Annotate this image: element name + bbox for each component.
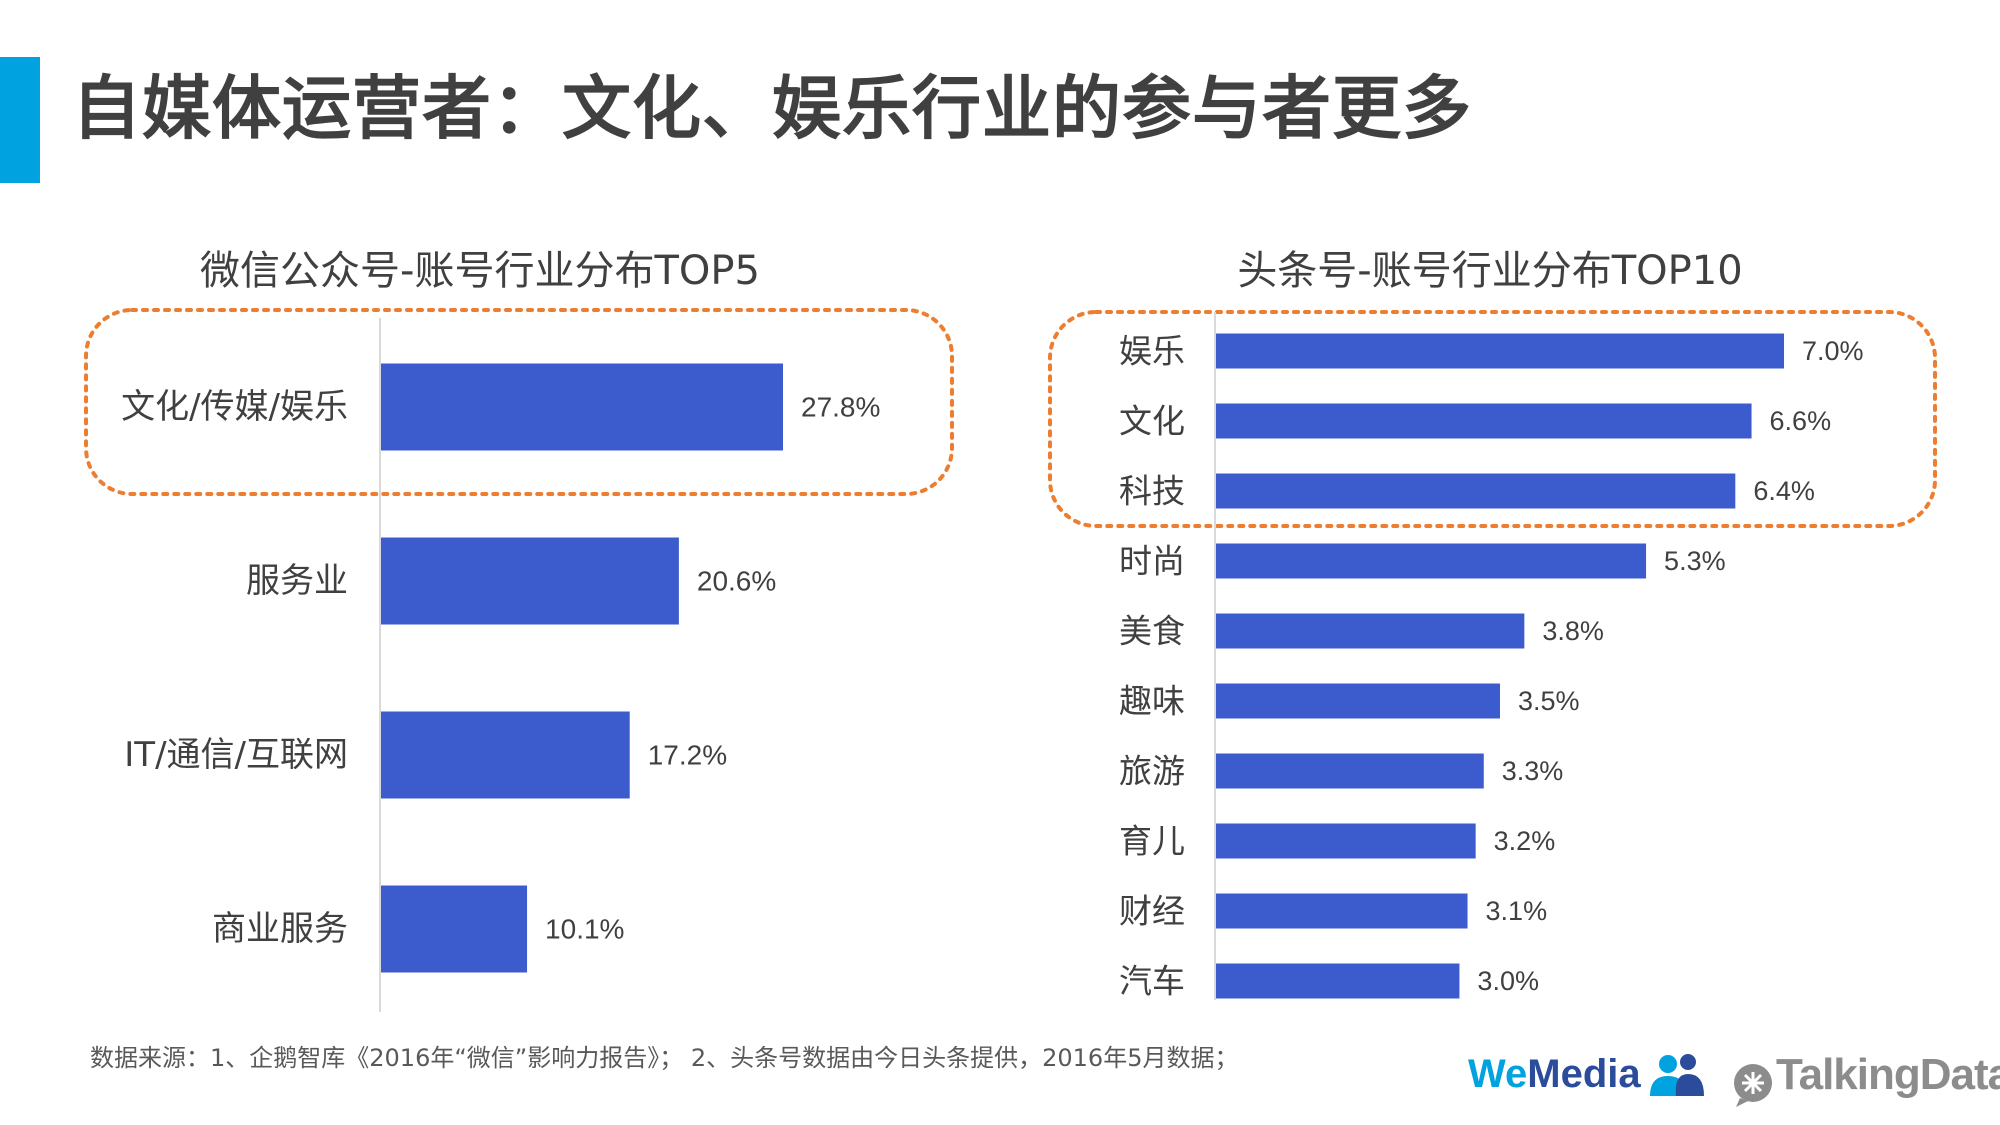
wemedia-logo: WeMedia xyxy=(1468,1052,1641,1097)
data-label-4: 10.1% xyxy=(545,914,624,945)
category-label-2: 服务业 xyxy=(246,561,348,601)
bar-9 xyxy=(1216,893,1468,929)
data-label-10: 3.0% xyxy=(1477,966,1539,996)
category-label-10: 汽车 xyxy=(1119,962,1185,1001)
talkingdata-bubble-icon xyxy=(1734,1063,1772,1107)
data-label-7: 3.3% xyxy=(1502,756,1564,786)
category-label-6: 趣味 xyxy=(1119,682,1185,721)
wemedia-logo-media: Media xyxy=(1527,1052,1641,1096)
data-label-4: 5.3% xyxy=(1664,546,1726,576)
bar-2 xyxy=(381,537,679,625)
bar-6 xyxy=(1216,683,1500,719)
category-label-7: 旅游 xyxy=(1119,752,1185,791)
source-note: 数据来源：1、企鹅智库《2016年“微信”影响力报告》； 2、头条号数据由今日头… xyxy=(90,1044,1239,1072)
bar-2 xyxy=(1216,403,1752,439)
bar-1 xyxy=(1216,333,1784,369)
category-label-3: IT/通信/互联网 xyxy=(124,735,348,775)
category-label-9: 财经 xyxy=(1119,892,1185,931)
bar-10 xyxy=(1216,963,1460,999)
data-label-9: 3.1% xyxy=(1486,896,1548,926)
data-label-1: 27.8% xyxy=(801,392,880,423)
category-label-4: 时尚 xyxy=(1119,542,1185,581)
category-label-1: 娱乐 xyxy=(1119,332,1185,371)
page-title: 自媒体运营者：文化、娱乐行业的参与者更多 xyxy=(72,69,1472,149)
bar-3 xyxy=(381,711,630,799)
data-label-2: 6.6% xyxy=(1770,406,1832,436)
wemedia-people-icon xyxy=(1650,1054,1704,1096)
bar-7 xyxy=(1216,753,1484,789)
highlight-box xyxy=(1048,310,1937,528)
category-label-1: 文化/传媒/娱乐 xyxy=(121,387,348,427)
data-label-2: 20.6% xyxy=(697,566,776,597)
talkingdata-logo: TalkingData xyxy=(1730,1050,2000,1108)
data-label-3: 17.2% xyxy=(648,740,727,771)
category-label-2: 文化 xyxy=(1119,402,1185,441)
data-label-1: 7.0% xyxy=(1802,336,1864,366)
category-label-5: 美食 xyxy=(1119,612,1185,651)
wemedia-logo-we: We xyxy=(1468,1052,1528,1096)
bar-4 xyxy=(1216,543,1647,579)
data-label-5: 3.8% xyxy=(1542,616,1604,646)
bar-5 xyxy=(1216,613,1525,649)
highlight-box xyxy=(84,308,954,496)
category-label-3: 科技 xyxy=(1119,472,1185,511)
title-accent-bar xyxy=(0,57,40,183)
talkingdata-logo-text: TalkingData xyxy=(1776,1050,2000,1099)
data-label-8: 3.2% xyxy=(1494,826,1556,856)
bar-4 xyxy=(381,885,528,973)
bar-3 xyxy=(1216,473,1736,509)
category-label-8: 育儿 xyxy=(1119,822,1185,861)
bar-8 xyxy=(1216,823,1476,859)
data-label-3: 6.4% xyxy=(1753,476,1815,506)
bar-1 xyxy=(381,363,783,451)
chart-title-toutiao: 头条号-账号行业分布TOP10 xyxy=(1237,248,1743,294)
chart-title-wechat: 微信公众号-账号行业分布TOP5 xyxy=(200,248,760,294)
data-label-6: 3.5% xyxy=(1518,686,1580,716)
category-label-4: 商业服务 xyxy=(212,909,348,949)
